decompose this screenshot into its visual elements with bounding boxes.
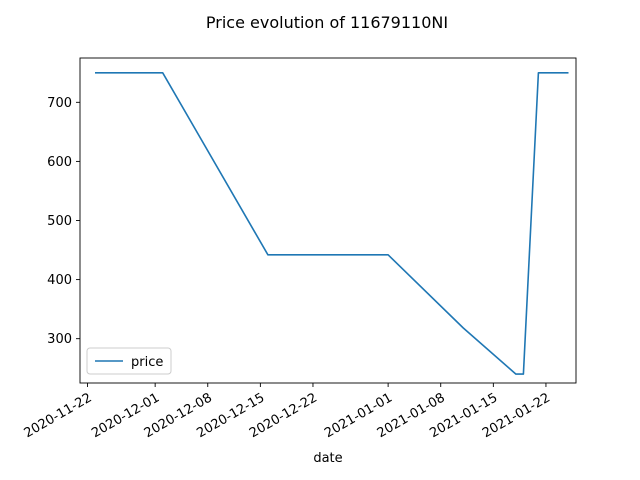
series-line-price [95, 72, 569, 375]
x-axis: 2020-11-222020-12-012020-12-082020-12-15… [22, 383, 553, 441]
y-axis: 300 400 500 600 700 [47, 96, 80, 347]
legend-box [86, 347, 172, 375]
y-tick-label: 300 [47, 332, 72, 347]
y-tick-label: 600 [47, 155, 72, 170]
y-tick-label: 400 [47, 273, 72, 288]
plot-area [79, 57, 577, 384]
legend: price [86, 347, 172, 375]
chart-title: Price evolution of 11679110NI [206, 13, 448, 32]
legend-label: price [131, 355, 163, 370]
x-tick-label: 2020-11-22 [22, 390, 95, 441]
y-tick-label: 500 [47, 214, 72, 229]
x-axis-label: date [313, 451, 342, 466]
plot-frame [79, 57, 577, 384]
y-tick-label: 700 [47, 96, 72, 111]
